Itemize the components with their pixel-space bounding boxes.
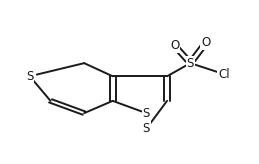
Text: Cl: Cl <box>218 68 230 81</box>
Text: O: O <box>201 36 211 49</box>
Text: S: S <box>26 70 33 83</box>
Text: O: O <box>170 39 179 52</box>
Text: S: S <box>187 57 194 70</box>
Text: S: S <box>143 107 150 120</box>
Text: S: S <box>143 122 150 135</box>
